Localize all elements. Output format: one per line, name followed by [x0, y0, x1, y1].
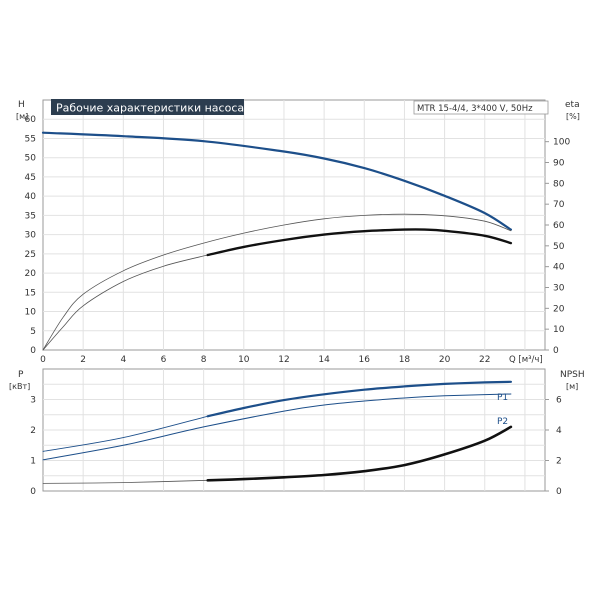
y2-tick-label: 4: [556, 426, 562, 436]
y-tick-label: 30: [25, 231, 37, 241]
y2-tick-label: 2: [556, 457, 562, 467]
y-tick-label: 10: [25, 308, 37, 318]
y-axis-unit-h: [м]: [16, 112, 28, 121]
y-tick-label: 55: [25, 134, 36, 144]
y2-tick-label: 0: [556, 487, 562, 497]
y2-axis-label-npsh: NPSH: [560, 370, 585, 380]
y-tick-label: 2: [30, 426, 36, 436]
y-tick-label: 45: [25, 173, 36, 183]
series-label-p2: P2: [497, 417, 508, 427]
x-tick-label: 12: [278, 355, 289, 365]
y2-tick-label: 60: [553, 221, 565, 231]
y-tick-label: 60: [25, 115, 37, 125]
top-plot-frame: [42, 99, 546, 351]
top-plot: 0 2 4 6 8 10 12 14 16 18 20 22 0 5 10 15 20 25 30 35 40 45 50 5…: [16, 99, 580, 365]
curve-line: [42, 415, 209, 452]
x-tick-label: 6: [161, 355, 167, 365]
y-tick-label: 0: [30, 487, 36, 497]
x-tick-label: 14: [318, 355, 330, 365]
chart-subtitle-box: [413, 100, 549, 115]
y-tick-label: 25: [25, 250, 36, 260]
x-tick-label: 18: [399, 355, 411, 365]
bottom-plot: 0 1 2 3 0 2 4 6 P [кВт] NPSH [м] P1 P2: [9, 368, 585, 498]
curve-line: [206, 425, 513, 482]
chart-title-box: [51, 99, 244, 115]
chart-subtitle: MTR 15-4/4, 3*400 V, 50Hz: [417, 104, 533, 114]
curve-line: [42, 393, 512, 461]
curve-line: [42, 213, 512, 351]
y-tick-label: 35: [25, 211, 36, 221]
curve-line: [41, 131, 512, 231]
y-tick-label: 5: [30, 327, 36, 337]
y2-tick-label: 90: [553, 159, 565, 169]
y2-tick-label: 0: [553, 346, 559, 356]
y-tick-label: 3: [30, 396, 36, 406]
top-grid: [43, 100, 545, 350]
y2-tick-label: 70: [553, 200, 565, 210]
y2-tick-label: 30: [553, 284, 565, 294]
x-tick-label: 0: [40, 355, 46, 365]
curve-line: [42, 254, 209, 351]
x-tick-label: 20: [439, 355, 451, 365]
y-axis-label-p: P: [18, 370, 24, 380]
top-series: [41, 131, 513, 351]
x-tick-label: 4: [120, 355, 126, 365]
x-tick-label: 22: [479, 355, 490, 365]
y-tick-label: 40: [25, 192, 37, 202]
bottom-ticks: 0 1 2 3 0 2 4 6: [30, 396, 562, 498]
y2-tick-label: 80: [553, 179, 565, 189]
y2-axis-label-eta: eta: [565, 100, 580, 110]
x-tick-label: 10: [238, 355, 250, 365]
x-tick-label: 8: [201, 355, 207, 365]
x-tick-label: 16: [359, 355, 371, 365]
y-tick-label: 50: [25, 154, 37, 164]
y2-axis-unit-eta: [%]: [566, 112, 580, 121]
y2-axis-unit-npsh: [м]: [566, 382, 578, 391]
y-tick-label: 0: [30, 346, 36, 356]
y2-tick-label: 100: [553, 138, 570, 148]
y-tick-label: 20: [25, 269, 37, 279]
bottom-grid: [43, 369, 545, 491]
y2-tick-label: 10: [553, 325, 565, 335]
x-axis-label-q: Q [м³/ч]: [509, 355, 543, 365]
series-label-p1: P1: [497, 393, 508, 403]
top-ticks: 0 2 4 6 8 10 12 14 16 18 20 22 0 5 10 15 20 25 30 35 40 45 50 5…: [25, 115, 571, 365]
curve-line: [206, 380, 512, 418]
y2-tick-label: 40: [553, 263, 565, 273]
y-tick-label: 1: [30, 457, 36, 467]
chart-title: Рабочие характеристики насоса: [56, 102, 244, 115]
bottom-series: [42, 380, 513, 484]
y2-tick-label: 50: [553, 242, 565, 252]
y-axis-label-h: H: [18, 100, 25, 110]
y-axis-unit-p: [кВт]: [9, 382, 30, 391]
x-tick-label: 2: [80, 355, 86, 365]
y-tick-label: 15: [25, 288, 36, 298]
y2-tick-label: 20: [553, 304, 565, 314]
curve-line: [206, 228, 513, 257]
y2-tick-label: 6: [556, 396, 562, 406]
curve-line: [42, 479, 209, 484]
